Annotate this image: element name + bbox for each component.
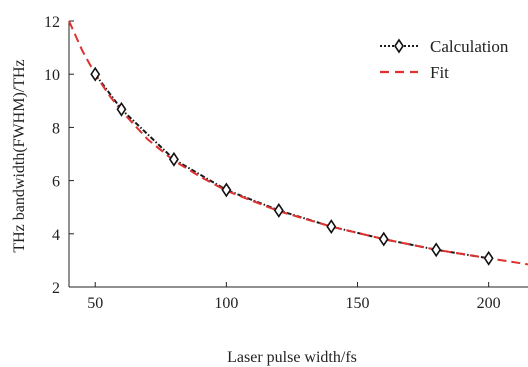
axes: 50 100 150 200 2 4 6 8 10 12 [44,14,528,312]
x-axis-label: Laser pulse width/fs [227,349,357,366]
calculation-point [116,101,127,117]
x-tick-label: 150 [346,295,370,312]
series-calculation-line [94,73,489,260]
calculation-point [378,231,389,247]
calculation-point [483,250,494,266]
x-tick-label: 200 [477,295,501,312]
y-axis-label: THz bandwidth(FWHM)/THz [11,59,28,252]
calculation-point [221,182,232,198]
calculation-point [273,202,284,218]
legend-calculation-marker [394,38,404,54]
x-tick-label: 100 [214,295,238,312]
calculation-point [431,242,442,258]
calculation-point [168,151,179,167]
y-tick-label: 12 [44,14,60,31]
legend: Calculation Fit [380,37,509,82]
calculation-point [90,66,101,82]
plot-series [68,20,528,266]
y-tick-label: 2 [52,280,60,297]
x-tick-label: 50 [87,295,103,312]
y-tick-label: 10 [44,67,60,84]
series-fit-line [68,20,528,266]
y-tick-label: 4 [52,227,60,244]
legend-fit-label: Fit [430,63,449,82]
y-tick-label: 6 [52,174,60,191]
legend-calculation-label: Calculation [430,37,509,56]
calculation-point [326,219,337,235]
y-tick-label: 8 [52,120,60,137]
